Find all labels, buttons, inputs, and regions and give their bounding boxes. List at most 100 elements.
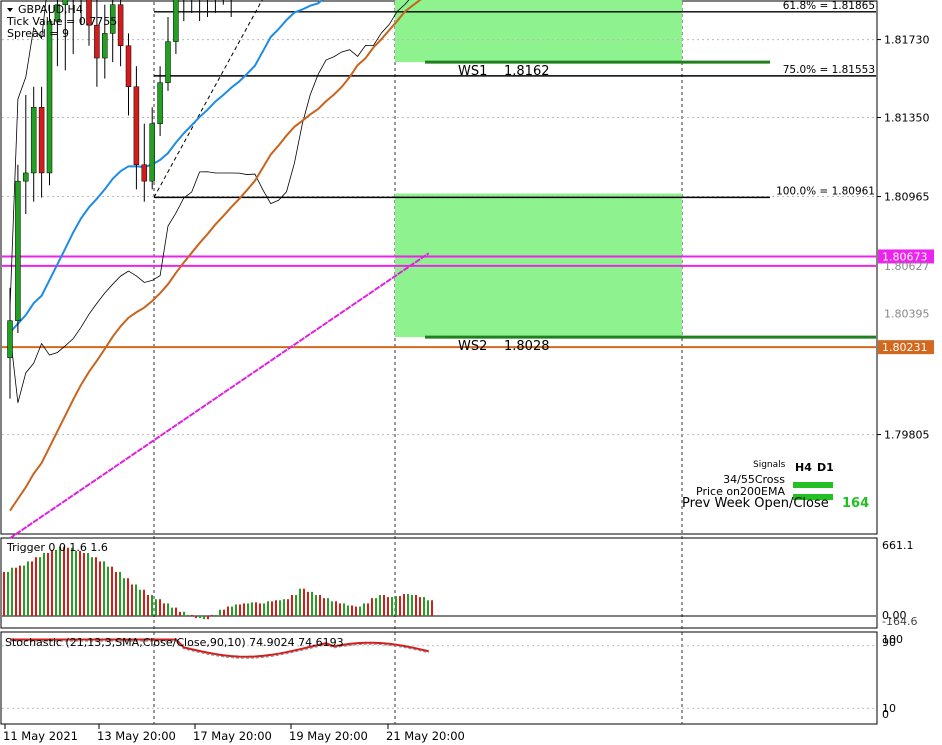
- candle: [165, 16, 171, 91]
- fib-level-label: 75.0% = 1.81553: [783, 64, 875, 76]
- price-tag-bg: [878, 249, 934, 264]
- candle: [94, 0, 100, 87]
- pivot-zone-0: [395, 0, 682, 63]
- candle: [80, 0, 82, 26]
- price-tag: 1.80673: [882, 250, 928, 263]
- ema-200-line: [9, 252, 430, 540]
- signals-panel: Signals H4 D1 34/55Cross Price on200EMA …: [682, 460, 869, 511]
- pivot-value: 1.8028: [504, 339, 550, 354]
- fib-level-label: 61.8% = 1.81865: [783, 0, 875, 12]
- candle-body: [23, 172, 29, 182]
- time-tick-label: 19 May 20:00: [289, 729, 368, 743]
- candle: [102, 4, 108, 79]
- time-tick-label: 21 May 20:00: [386, 729, 465, 743]
- candle: [72, 0, 74, 54]
- candle-body: [109, 4, 116, 34]
- candle-body: [86, 0, 92, 26]
- candle: [38, 86, 45, 198]
- prev-week-label: Prev Week Open/Close: [682, 496, 829, 511]
- pivot-name: WS1: [458, 64, 487, 79]
- candle-body: [141, 164, 148, 182]
- stoch-axis-label: 10: [882, 702, 896, 715]
- trigger-panel-frame: [0, 537, 878, 629]
- candle: [23, 94, 29, 214]
- chart-header: GBPAUD,H4 Tick Value = 0.7755 Spread = 9: [6, 3, 117, 40]
- partial-price-label: 1.80627: [884, 260, 930, 273]
- candle-body: [149, 123, 155, 182]
- stoch-axis-label: 100: [882, 633, 903, 646]
- dropdown-arrow-icon[interactable]: [7, 8, 13, 12]
- candle: [141, 123, 148, 202]
- candle: [30, 86, 37, 202]
- candle: [230, 0, 232, 17]
- candle-body: [62, 0, 69, 5]
- price-tick-label: 1.81350: [884, 112, 930, 125]
- signal-row-ema: Price on200EMA: [696, 485, 785, 498]
- candle: [117, 0, 124, 67]
- signals-col-h4: H4: [795, 461, 812, 474]
- candle: [54, 0, 61, 67]
- spread-text: Spread = 9: [7, 27, 69, 40]
- partial-price-label: 1.80395: [884, 308, 930, 321]
- ema-fast-line: [9, 0, 324, 333]
- candle: [86, 0, 92, 46]
- candle-body: [94, 24, 100, 59]
- candle-body: [165, 41, 171, 83]
- lower-band: [9, 0, 410, 403]
- candle: [157, 66, 163, 137]
- trigger-title: Trigger 0 0 1.6 1.6: [6, 541, 108, 554]
- candle-body: [46, 20, 53, 174]
- stochastic-title: Stochastic (21,13,3,SMA,Close/Close,90,1…: [5, 636, 344, 649]
- symbol-title: GBPAUD,H4: [18, 3, 83, 16]
- stoch-main-line: [10, 638, 429, 658]
- trigger-axis-label: 661.1: [882, 539, 914, 552]
- candle: [7, 287, 13, 399]
- candle: [173, 0, 179, 54]
- signal-ema-h4: [793, 494, 833, 500]
- time-tick-label: 17 May 20:00: [193, 729, 272, 743]
- fib-level-label: 100.0% = 1.80961: [776, 185, 875, 197]
- pivot-value: 1.8162: [504, 64, 550, 79]
- stochastic-panel-frame: [0, 631, 878, 725]
- stoch-signal-line: [10, 640, 429, 659]
- ema-slow-line: [9, 0, 422, 512]
- price-tag-bg: [878, 340, 934, 355]
- candle-body: [30, 107, 37, 174]
- candle: [15, 164, 21, 333]
- candle-body: [7, 320, 13, 358]
- candle-body: [38, 107, 45, 174]
- candle: [207, 0, 208, 17]
- candle-body: [15, 180, 21, 321]
- price-tick-label: 1.80965: [884, 191, 930, 204]
- candle-body: [117, 4, 124, 46]
- fib-trendline: [153, 0, 263, 198]
- candle: [199, 0, 201, 22]
- signal-cross-h4: [793, 482, 833, 488]
- candle: [149, 107, 155, 190]
- trigger-axis-label: 0.00: [882, 609, 907, 622]
- candle: [133, 66, 140, 190]
- price-tick-label: 1.81730: [884, 34, 930, 47]
- candle-body: [102, 33, 108, 59]
- signals-title: Signals: [753, 460, 786, 470]
- signal-row-cross: 34/55Cross: [723, 473, 785, 486]
- candle: [214, 0, 216, 13]
- time-tick-label: 11 May 2021: [3, 729, 78, 743]
- stoch-axis-label: 0: [882, 708, 889, 721]
- tick-value-text: Tick Value = 0.7755: [6, 15, 117, 28]
- candle: [125, 33, 132, 116]
- candle-body: [54, 4, 61, 22]
- candle-body: [157, 82, 163, 124]
- candle-body: [133, 86, 140, 165]
- prev-week-value: 164: [842, 496, 869, 511]
- trigger-axis-label: -164.6: [882, 615, 917, 628]
- price-tick-label: 1.79805: [884, 429, 930, 442]
- candle: [62, 0, 69, 71]
- candle: [183, 0, 185, 22]
- candle: [191, 0, 193, 13]
- candle-body: [125, 45, 132, 88]
- time-tick-label: 13 May 20:00: [97, 729, 176, 743]
- stoch-axis-label: 90: [882, 636, 896, 649]
- pivot-name: WS2: [458, 339, 487, 354]
